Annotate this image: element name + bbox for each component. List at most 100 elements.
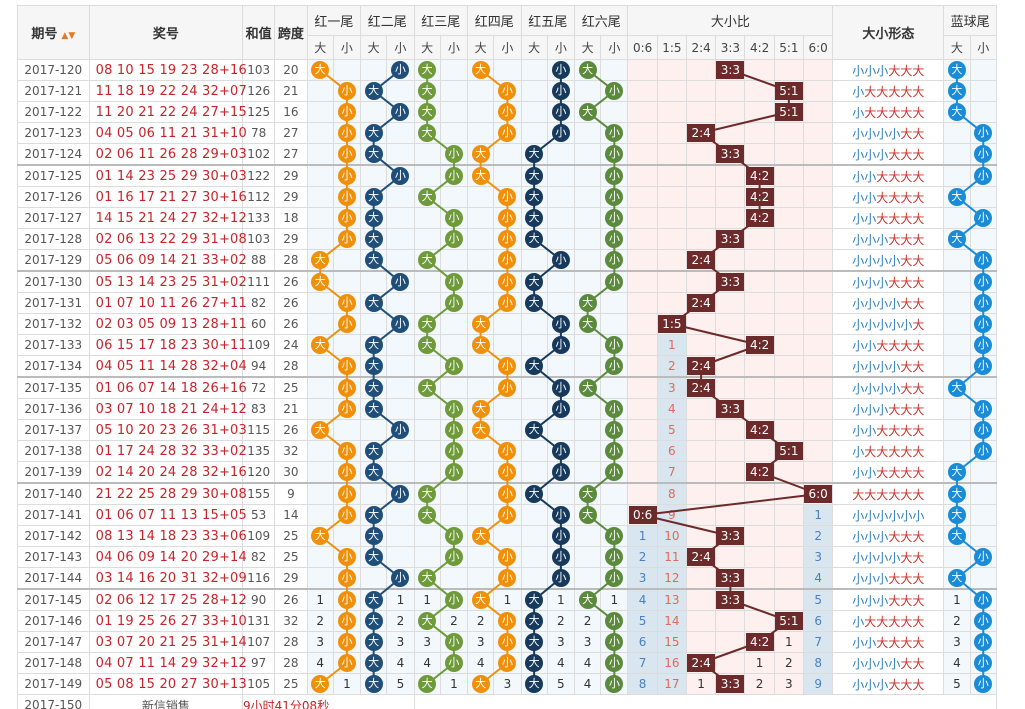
ratio-cell-0-6 — [627, 186, 658, 208]
tail-3-small-cell: 1 — [439, 673, 469, 695]
tail-5-small-cell — [546, 292, 576, 314]
tail-1-big-cell: 4 — [306, 652, 334, 674]
tail-1-small-cell: 小 — [332, 292, 362, 314]
tail-3-small-cell — [439, 504, 469, 526]
tail-1-small-cell: 小 — [332, 440, 362, 462]
tail-4-small-cell — [493, 419, 522, 441]
blue-big-cell: 大 — [943, 101, 971, 123]
ratio-cell-4-2 — [744, 588, 775, 611]
tail-5-small-cell — [546, 164, 576, 187]
miss-count: 1 — [557, 593, 565, 607]
tail-1-big-cell: 大 — [306, 334, 334, 356]
ratio-cell-5-1 — [773, 313, 804, 335]
ratio-cell-3-3 — [715, 376, 746, 399]
blue-small-cell: 小 — [969, 143, 997, 166]
tail-5-small-cell: 1 — [546, 588, 576, 611]
tail-3-small-cell — [439, 186, 469, 208]
ratio-cell-4-2 — [744, 143, 775, 166]
numbers-cell: 05 13 14 23 25 31+02 — [88, 270, 247, 293]
ratio-cell-5-1: 5:1 — [773, 610, 804, 632]
issue-cell: 2017-134 — [17, 355, 90, 378]
tail-3-small-cell: 小 — [439, 398, 469, 420]
ratio-cell-2-4 — [685, 186, 717, 208]
tail-6-big-cell — [573, 334, 602, 356]
tail-4-big-cell — [467, 292, 495, 314]
tail-4-big-cell — [467, 122, 495, 144]
ratio-box: 3:3 — [716, 400, 745, 418]
ratio-cell-5-1 — [773, 334, 804, 356]
ratio-miss-count: 1 — [814, 508, 822, 522]
miss-count: 5 — [557, 677, 565, 691]
tail-5-small-cell: 2 — [546, 610, 576, 632]
tail-3-small-cell: 小 — [439, 419, 469, 441]
tail-3-small-cell: 小 — [439, 588, 469, 611]
ratio-miss-count: 11 — [664, 550, 680, 564]
tail-5-big-cell — [520, 398, 548, 420]
ratio-cell-5-1 — [773, 186, 804, 208]
ratio-cell-6-0: 2 — [802, 525, 834, 547]
span-cell: 25 — [274, 673, 308, 695]
big-ball: 大 — [471, 315, 490, 333]
ratio-miss-count: 1 — [785, 635, 793, 649]
big-ball: 大 — [364, 209, 383, 227]
issue-cell: 2017-140 — [17, 482, 90, 505]
issue-header[interactable]: 期号 ▲▼ — [17, 5, 90, 60]
tail-6-small-cell: 小 — [600, 631, 629, 653]
sum-cell: 135 — [242, 440, 276, 462]
ratio-cell-0-6 — [627, 249, 658, 272]
tail-4-small-cell: 小 — [493, 249, 522, 272]
tail-3-small-cell — [439, 567, 469, 590]
sort-arrows-icon[interactable]: ▲▼ — [61, 31, 76, 41]
blue-big-cell: 大 — [943, 376, 971, 399]
tail-header-1: 红一尾 — [306, 5, 362, 36]
tail-1-big-cell: 2 — [306, 610, 334, 632]
big-ball: 大 — [364, 548, 383, 566]
small-ball: 小 — [337, 230, 356, 248]
big-ball: 大 — [364, 82, 383, 100]
ratio-cell-1-5 — [656, 164, 687, 187]
blue-big-cell — [943, 546, 971, 568]
footer-row: 2017-150 新信销售 9小时41分08秒 — [17, 694, 997, 709]
ratio-cell-3-3 — [715, 313, 746, 335]
tail-4-big-cell: 大 — [467, 673, 495, 695]
ratio-cell-4-2: 4:2 — [744, 419, 775, 441]
ratio-cell-3-3 — [715, 440, 746, 462]
tail-5-small-cell: 小 — [546, 546, 576, 568]
form-cell: 小小大大大大 — [832, 461, 945, 484]
tail-5-small-cell: 小 — [546, 376, 576, 399]
table-row: 2017-122 11 20 21 22 24 27+15 125 16 小小大小小大 5… — [17, 101, 997, 123]
tail-4-small-cell: 小 — [493, 376, 522, 399]
tail-6-big-cell — [573, 228, 602, 250]
ratio-cell-6-0: 1 — [802, 504, 834, 526]
small-ball: 小 — [337, 548, 356, 566]
issue-cell: 2017-120 — [17, 59, 90, 81]
ratio-cell-1-5: 8 — [656, 482, 687, 505]
tail-1-big-cell — [306, 228, 334, 250]
table-row: 2017-125 01 14 23 25 29 30+03 122 29 小小小大大小 4… — [17, 164, 997, 187]
miss-count: 4 — [583, 677, 592, 691]
ratio-miss-count: 14 — [664, 614, 680, 628]
blue-ball: 大 — [947, 82, 966, 100]
red-numbers: 01 17 24 28 32 33 — [95, 443, 219, 459]
small-ball: 小 — [337, 188, 356, 206]
blue-small-cell: 小 — [969, 249, 997, 272]
ratio-cell-2-4 — [685, 334, 717, 356]
tail-4-small-cell: 小 — [493, 610, 522, 632]
small-ball: 小 — [498, 379, 517, 397]
tail-2-big-cell: 大 — [360, 525, 388, 547]
sum-cell: 112 — [242, 186, 276, 208]
ratio-cell-5-1 — [773, 249, 804, 272]
tail-3-small-cell — [439, 334, 469, 356]
tail-4-big-cell: 大 — [467, 313, 495, 335]
blue-number: +06 — [218, 528, 248, 544]
big-ball: 大 — [311, 251, 330, 269]
tail-2-small-cell — [386, 80, 415, 102]
ratio-cell-1-5 — [656, 207, 687, 229]
ratio-cell-0-6 — [627, 270, 658, 293]
ratio-cell-5-1: 1 — [773, 631, 804, 653]
miss-count: 3 — [583, 635, 592, 649]
ratio-cell-2-4 — [685, 398, 717, 420]
big-ball: 大 — [525, 273, 544, 291]
miss-count: 1 — [343, 677, 351, 691]
issue-cell: 2017-136 — [17, 398, 90, 420]
